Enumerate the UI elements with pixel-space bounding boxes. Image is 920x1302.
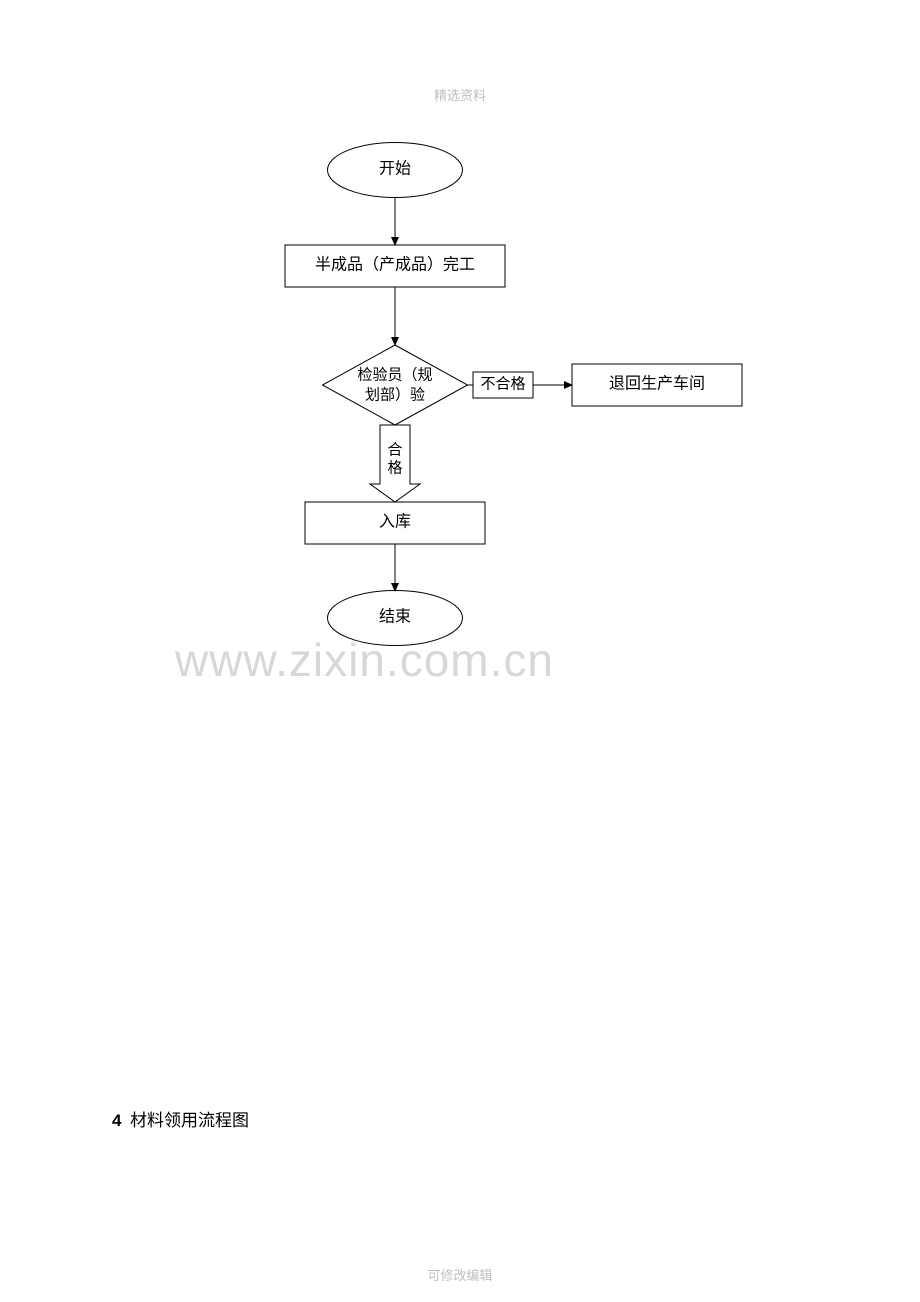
svg-text:开始: 开始 <box>379 160 411 178</box>
svg-text:结束: 结束 <box>379 608 411 626</box>
svg-text:退回生产车间: 退回生产车间 <box>609 375 705 393</box>
section-title-text: 材料领用流程图 <box>130 1111 249 1130</box>
svg-text:划部）验: 划部）验 <box>365 386 425 403</box>
svg-text:半成品（产成品）完工: 半成品（产成品）完工 <box>315 256 475 274</box>
svg-text:入库: 入库 <box>379 513 411 531</box>
svg-text:检验员（规: 检验员（规 <box>357 366 432 383</box>
section-title: 4 材料领用流程图 <box>112 1106 249 1131</box>
svg-text:不合格: 不合格 <box>480 375 525 392</box>
flowchart: 开始半成品（产成品）完工检验员（规划部）验 退回生产车间入库结束 合格 不合格 <box>0 0 920 900</box>
footer-text: 可修改编辑 <box>427 1265 492 1284</box>
svg-text:格: 格 <box>387 459 402 476</box>
svg-text:合: 合 <box>387 441 402 458</box>
section-num: 4 <box>112 1111 121 1130</box>
